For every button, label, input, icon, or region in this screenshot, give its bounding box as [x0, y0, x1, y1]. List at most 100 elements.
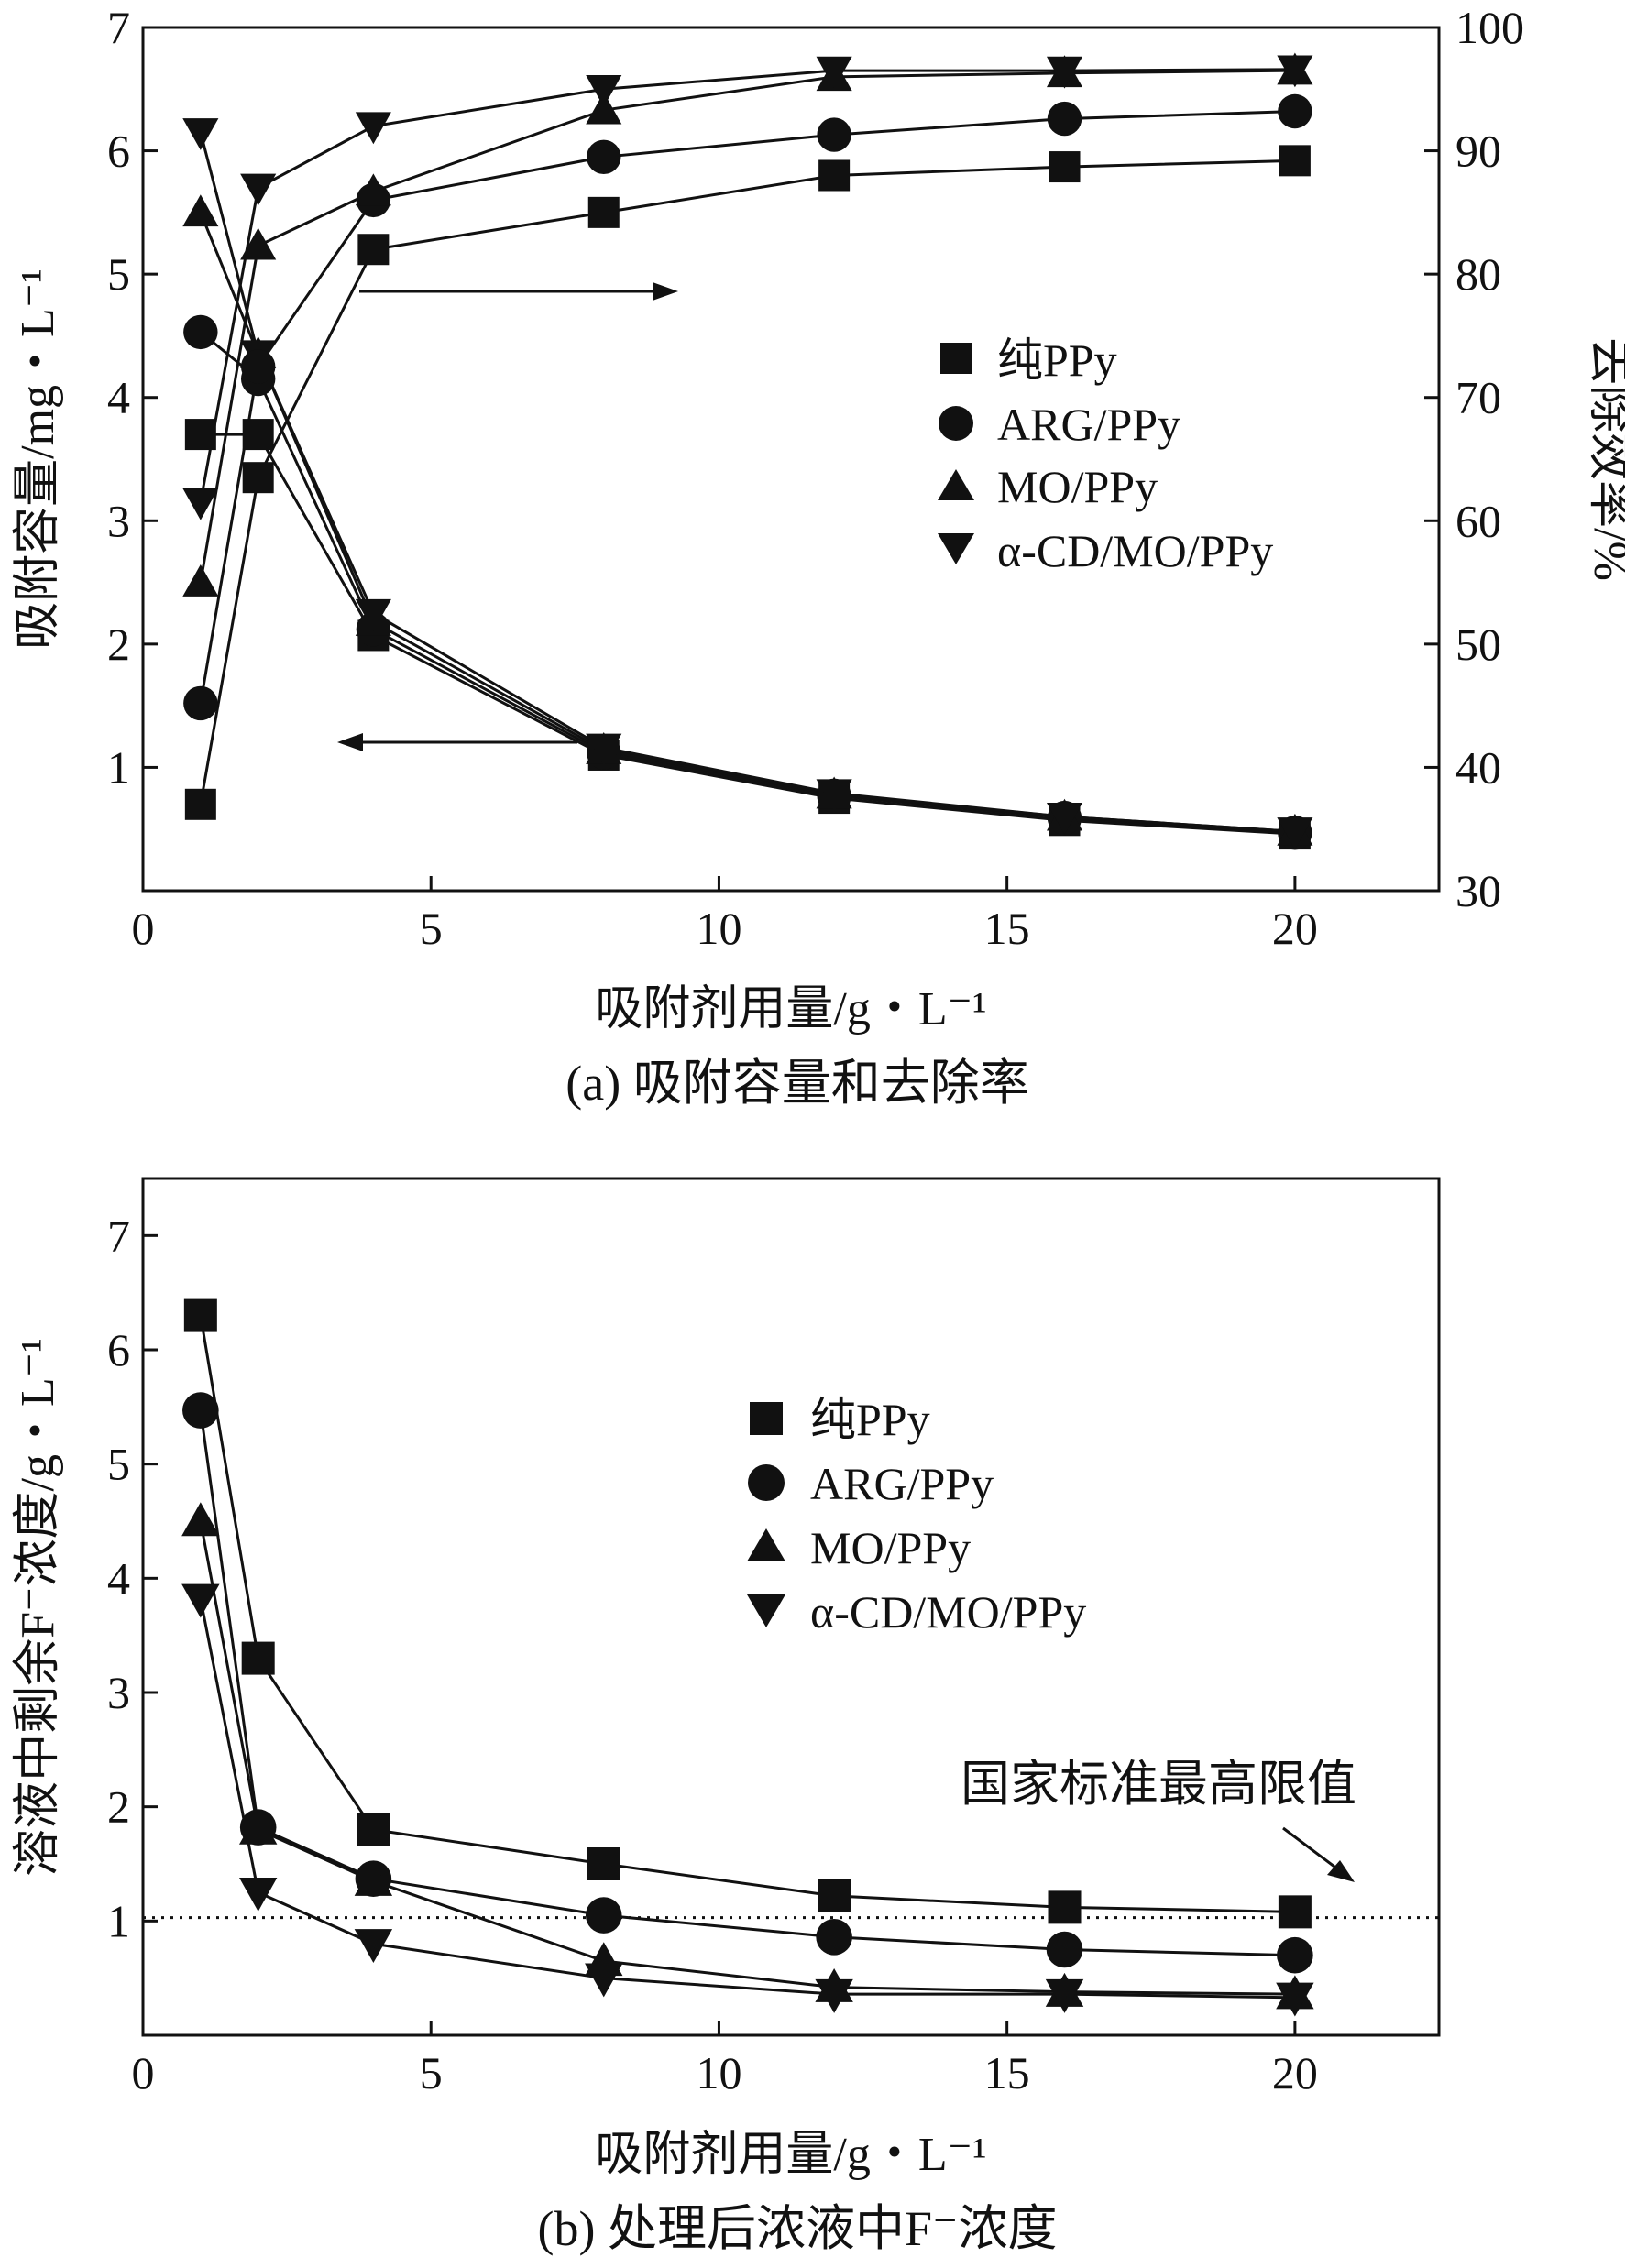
panel-b-point-square — [241, 1641, 275, 1675]
panel-a-capacity-point-triangle-down — [1046, 802, 1083, 835]
panel-b-point-triangle-up — [354, 1862, 393, 1896]
panel-a-left-y-tick-label: 1 — [107, 741, 130, 793]
panel-a-removal-point-triangle-down — [1046, 56, 1083, 89]
legend-b-label-arg-ppy: ARG/PPy — [810, 1458, 994, 1509]
panel-a-capacity-point-square — [184, 419, 216, 451]
panel-a-removal-point-circle — [240, 349, 276, 384]
panel-a-removal-point-square — [184, 788, 216, 820]
panel-b-point-square — [183, 1298, 217, 1332]
panel-a-removal-point-square — [1049, 151, 1081, 183]
panel-a-removal-point-square — [818, 159, 851, 192]
panel-b-point-square — [357, 1813, 390, 1846]
panel-b-axes: 0 5 10 15 20 1 2 3 4 5 6 7 — [107, 1210, 1318, 2098]
legend-b-circle-marker — [748, 1464, 785, 1501]
panel-b-x-tick-label: 5 — [420, 2047, 443, 2098]
panel-a-capacity-point-triangle-up — [182, 194, 219, 227]
panel-b-point-square — [1278, 1895, 1312, 1929]
legend-a-triangle-down-marker — [938, 533, 974, 564]
panel-b-point-circle — [182, 1392, 219, 1429]
panel-a-right-y-tick-label: 70 — [1455, 372, 1501, 423]
panel-b-y-tick-label: 4 — [107, 1552, 130, 1604]
panel-a-x-tick-label: 20 — [1272, 903, 1318, 954]
panel-a-removal-point-square — [1279, 145, 1311, 177]
panel-a-plot-frame — [141, 26, 1441, 893]
panel-a-removal-point-triangle-up — [182, 564, 219, 597]
panel-a-capacity-point-triangle-down — [182, 118, 219, 150]
panel-a-removal-point-square — [242, 462, 274, 494]
panel-b-y-tick-label: 1 — [107, 1895, 130, 1946]
panel-b-point-circle — [585, 1897, 622, 1934]
panel-a-removal-point-circle — [817, 117, 851, 152]
legend-a-label-mo-ppy: MO/PPy — [997, 461, 1158, 512]
panel-a-capacity-point-triangle-down — [355, 598, 391, 631]
panel-b-x-tick-label: 20 — [1272, 2047, 1318, 2098]
reference-pointer-line — [1282, 1826, 1339, 1871]
panel-a-x-tick-label: 5 — [420, 903, 443, 954]
panel-b-point-circle — [1277, 1936, 1313, 1974]
legend-a-label-arg-ppy: ARG/PPy — [997, 399, 1180, 450]
panel-a-right-y-tick-label: 100 — [1455, 2, 1524, 53]
panel-b-y-tick-label: 6 — [107, 1324, 130, 1375]
panel-a-chart: 0 5 10 15 20 1 2 3 4 5 6 7 30 40 50 60 70 80 90 100 纯PPy AR… — [12, 2, 1625, 1111]
reference-pointer-head — [1327, 1860, 1355, 1882]
panel-b-point-triangle-up — [181, 1502, 220, 1537]
panel-b-legend: 纯PPy ARG/PPy MO/PPy α-CD/MO/PPy — [747, 1394, 1086, 1638]
panel-b-x-axis-title: 吸附剂用量/g・L⁻¹ — [595, 2129, 986, 2181]
panel-a-removal-point-triangle-down — [1277, 55, 1313, 88]
panel-a-left-y-tick-label: 3 — [107, 495, 130, 546]
panel-a-removal-point-triangle-up — [586, 92, 622, 125]
panel-a-capacity-line-triangle-up — [199, 212, 1295, 833]
panel-a-removal-point-triangle-down — [586, 74, 622, 107]
legend-a-circle-marker — [939, 406, 973, 441]
panel-a-capacity-point-square — [242, 419, 274, 451]
panel-a-removal-point-circle — [1278, 93, 1312, 129]
panel-b-point-triangle-down — [1045, 1978, 1084, 2013]
panel-b-x-tick-label: 10 — [696, 2047, 741, 2098]
legend-b-square-marker — [750, 1402, 783, 1435]
panel-b-y-tick-label: 3 — [107, 1667, 130, 1718]
panel-b-caption: (b) 处理后浓液中F⁻浓度 — [538, 2201, 1058, 2256]
panel-a-x-axis-title: 吸附剂用量/g・L⁻¹ — [595, 983, 986, 1035]
removal-arrow-head — [653, 282, 678, 301]
panel-b-y-tick-label: 5 — [107, 1439, 130, 1490]
panel-b-point-triangle-down — [181, 1583, 220, 1618]
panel-a-legend: 纯PPy ARG/PPy MO/PPy α-CD/MO/PPy — [938, 334, 1273, 576]
legend-b-triangle-up-marker — [747, 1528, 785, 1561]
panel-b-reference-annotation: 国家标准最高限值 — [961, 1757, 1356, 1882]
legend-b-label-acd-mo-ppy: α-CD/MO/PPy — [810, 1586, 1086, 1638]
panel-a-right-y-tick-label: 60 — [1455, 495, 1501, 546]
legend-a-label-pure-ppy: 纯PPy — [997, 334, 1117, 386]
panel-a-axes: 0 5 10 15 20 1 2 3 4 5 6 7 30 40 50 60 70 80 90 100 — [107, 2, 1524, 954]
panel-b-point-triangle-down — [238, 1877, 278, 1912]
panel-b-y-tick-label: 2 — [107, 1781, 130, 1833]
panel-a-removal-point-square — [357, 234, 390, 266]
panel-b-point-triangle-down — [1276, 1982, 1314, 2017]
panel-b-point-square — [587, 1847, 620, 1880]
panel-a-right-y-tick-label: 80 — [1455, 248, 1501, 300]
legend-b-label-mo-ppy: MO/PPy — [810, 1522, 971, 1573]
panel-a-removal-point-triangle-up — [240, 227, 277, 260]
panel-b-point-square — [818, 1879, 851, 1912]
panel-b-y-axis-title: 溶液中剩余F⁻浓度/g・L⁻¹ — [12, 1338, 64, 1877]
panel-b-point-circle — [816, 1918, 852, 1956]
panel-a-series — [182, 52, 1313, 850]
panel-a-right-y-axis-title: 去除效率/% — [1584, 337, 1625, 581]
panel-a-left-y-axis-title: 吸附容量/mg・L⁻¹ — [12, 268, 64, 650]
panel-a-x-tick-label: 15 — [984, 903, 1030, 954]
panel-a-removal-point-triangle-down — [816, 56, 852, 89]
panel-a-x-tick-label: 10 — [696, 903, 741, 954]
panel-a-removal-point-triangle-down — [240, 173, 277, 206]
capacity-arrow-head — [337, 733, 363, 751]
panel-a-removal-point-circle — [1047, 101, 1082, 137]
panel-a-annotation-arrows — [337, 282, 678, 751]
panel-a-x-tick-label: 0 — [132, 903, 155, 954]
panel-b-point-triangle-up — [238, 1810, 278, 1845]
panel-b-chart: 0 5 10 15 20 1 2 3 4 5 6 7 纯PPy ARG/PPy MO/PPy α-CD… — [12, 1177, 1441, 2256]
panel-a-right-y-tick-label: 90 — [1455, 126, 1501, 177]
panel-a-removal-point-triangle-down — [182, 488, 219, 520]
panel-a-removal-point-circle — [183, 685, 218, 721]
panel-a-removal-point-square — [587, 196, 620, 228]
panel-a-removal-point-triangle-down — [355, 112, 391, 145]
panel-b-point-triangle-down — [354, 1929, 393, 1963]
